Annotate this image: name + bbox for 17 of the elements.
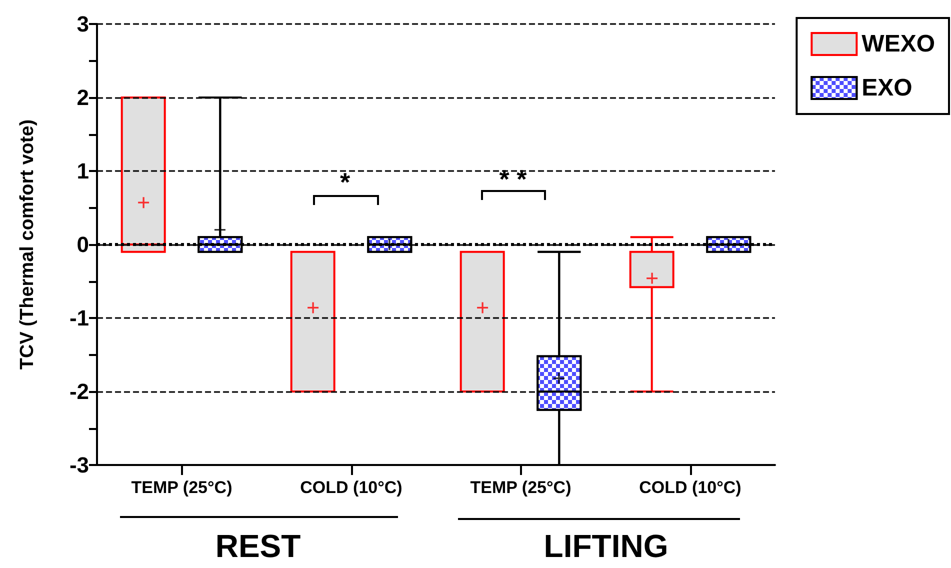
y-tick-label: -3 <box>69 452 89 478</box>
y-tick-label: -2 <box>69 379 89 404</box>
y-tick-label: 1 <box>76 158 89 184</box>
x-tick-label: TEMP (25°C) <box>131 478 232 497</box>
y-tick-label: -1 <box>69 306 89 330</box>
x-tick-label: COLD (10°C) <box>300 478 402 497</box>
y-tick-label: 0 <box>76 232 89 257</box>
x-tick-label: COLD (10°C) <box>639 478 742 497</box>
legend-label: EXO <box>862 74 912 102</box>
text: LIFTING <box>544 528 668 565</box>
y-tick-label: 3 <box>76 12 89 36</box>
x-tick-label: TEMP (25°C) <box>470 478 572 497</box>
text: REST <box>215 528 301 565</box>
annotation: * <box>340 167 350 198</box>
legend-label: WEXO <box>862 30 936 58</box>
y-axis-title: TCV (Thermal comfort vote) <box>17 119 38 370</box>
y-tick-label: 2 <box>76 85 89 110</box>
